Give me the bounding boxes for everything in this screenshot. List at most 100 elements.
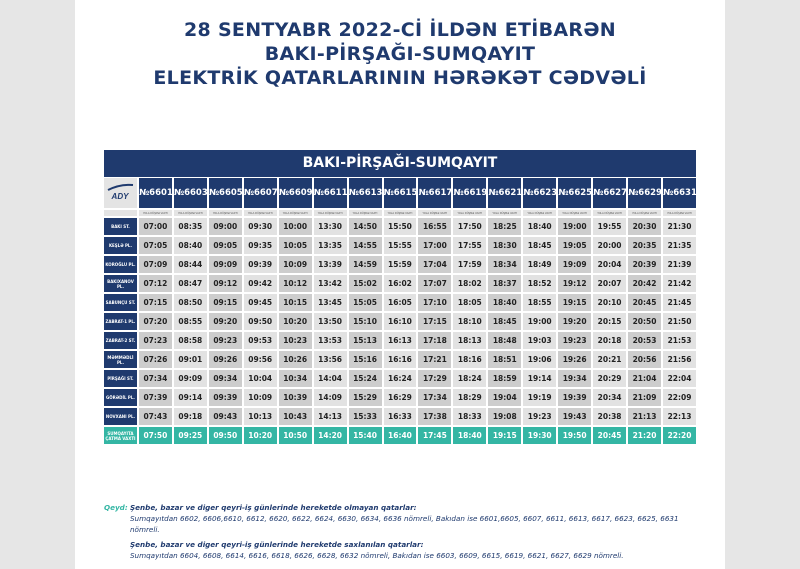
arrival-time: 10:50 bbox=[278, 427, 312, 444]
departure-time-label: YOLA DÜŞMƏ VAXTI bbox=[628, 210, 661, 216]
arrival-time: 20:45 bbox=[593, 427, 627, 444]
arrival-time: 16:40 bbox=[383, 427, 417, 444]
arrival-time: 10:20 bbox=[243, 427, 277, 444]
departure-time: 15:50 bbox=[383, 218, 417, 235]
departure-time-label: YOLA DÜŞMƏ VAXTI bbox=[138, 210, 172, 216]
departure-time: 07:20 bbox=[138, 313, 172, 330]
departure-time: 19:12 bbox=[558, 275, 592, 292]
departure-time-label: YOLA DÜŞMƏ VAXTI bbox=[243, 210, 277, 216]
departure-time: 15:29 bbox=[348, 389, 382, 406]
departure-time: 18:49 bbox=[523, 256, 557, 273]
departure-time: 09:42 bbox=[243, 275, 277, 292]
departure-time: 18:02 bbox=[453, 275, 487, 292]
departure-time: 19:04 bbox=[488, 389, 522, 406]
station-name: ZABRAT-2 ST. bbox=[104, 332, 137, 349]
departure-time: 09:05 bbox=[208, 237, 242, 254]
departure-time: 10:26 bbox=[278, 351, 312, 368]
station-row: ZABRAT-1 PL. 07:20 08:55 09:20 09:50 10:20 13:… bbox=[104, 313, 696, 330]
departure-time: 19:20 bbox=[558, 313, 592, 330]
notes-heading-1: Şenbe, bazar ve diger qeyri-iş günlerind… bbox=[130, 503, 417, 512]
train-number-header: №6623 bbox=[523, 178, 557, 208]
departure-time: 14:04 bbox=[313, 370, 347, 387]
departure-time: 10:39 bbox=[278, 389, 312, 406]
departure-time: 18:55 bbox=[523, 294, 557, 311]
departure-time: 17:34 bbox=[418, 389, 452, 406]
route-header: BAKI-PİRŞAĞI-SUMQAYIT bbox=[104, 150, 696, 177]
departure-time-label: YOLA DÜŞMƏ VAXTI bbox=[278, 210, 312, 216]
train-number-header: №6603 bbox=[173, 178, 208, 208]
departure-time: 15:33 bbox=[348, 408, 382, 425]
departure-time: 18:45 bbox=[523, 237, 557, 254]
departure-time: 18:33 bbox=[453, 408, 487, 425]
train-number-header: №6611 bbox=[313, 178, 348, 208]
departure-time: 18:30 bbox=[488, 237, 522, 254]
arrival-time: 09:50 bbox=[208, 427, 242, 444]
station-name: NOVXANI PL. bbox=[104, 408, 137, 425]
departure-time: 16:10 bbox=[383, 313, 417, 330]
departure-time: 13:39 bbox=[313, 256, 347, 273]
departure-time: 17:07 bbox=[418, 275, 452, 292]
departure-time: 07:00 bbox=[138, 218, 172, 235]
departure-time-label: YOLA DÜŞMƏ VAXTI bbox=[348, 210, 382, 216]
station-row: GÖRƏDİL PL. 07:39 09:14 09:39 10:09 10:39 14:0… bbox=[104, 389, 696, 406]
departure-time: 10:09 bbox=[278, 256, 312, 273]
title-line-2: BAKI-PİRŞAĞI-SUMQAYIT bbox=[264, 43, 536, 65]
departure-time: 21:30 bbox=[663, 218, 696, 235]
departure-time: 19:39 bbox=[558, 389, 592, 406]
departure-time: 20:21 bbox=[593, 351, 627, 368]
departure-time: 15:55 bbox=[383, 237, 417, 254]
departure-time: 16:13 bbox=[383, 332, 417, 349]
departure-time: 07:23 bbox=[138, 332, 172, 349]
train-number-header: №6621 bbox=[488, 178, 522, 208]
departure-time: 17:59 bbox=[453, 256, 487, 273]
departure-time: 17:04 bbox=[418, 256, 452, 273]
departure-time-label: YOLA DÜŞMƏ VAXTI bbox=[418, 210, 452, 216]
departure-time: 09:14 bbox=[173, 389, 207, 406]
departure-time: 18:37 bbox=[488, 275, 522, 292]
departure-time: 20:18 bbox=[593, 332, 627, 349]
station-row: BAKIXANOV PL. 07:12 08:47 09:12 09:42 10:12 13… bbox=[104, 275, 696, 292]
departure-time: 14:55 bbox=[348, 237, 382, 254]
departure-time-label: YOLA DÜŞMƏ VAXTI bbox=[558, 210, 592, 216]
departure-time: 19:23 bbox=[523, 408, 557, 425]
departure-time-label: YOLA DÜŞMƏ VAXTI bbox=[663, 210, 696, 216]
svg-text:ADY: ADY bbox=[111, 192, 130, 201]
departure-time: 20:50 bbox=[628, 313, 661, 330]
departure-time: 08:55 bbox=[173, 313, 207, 330]
departure-time: 18:52 bbox=[523, 275, 557, 292]
departure-time: 15:13 bbox=[348, 332, 382, 349]
departure-time: 17:21 bbox=[418, 351, 452, 368]
notes-text-2: Sumqayıtdan 6604, 6608, 6614, 6616, 6618… bbox=[130, 551, 624, 560]
departure-time: 19:23 bbox=[558, 332, 592, 349]
departure-time: 22:04 bbox=[663, 370, 696, 387]
title-line-1: 28 SENTYABR 2022-Cİ İLDƏN ETİBARƏN bbox=[183, 19, 616, 41]
departure-time: 07:26 bbox=[138, 351, 172, 368]
departure-time: 10:20 bbox=[278, 313, 312, 330]
departure-time: 20:39 bbox=[628, 256, 661, 273]
departure-time: 21:45 bbox=[663, 294, 696, 311]
notes-text-1: Sumqayıtdan 6602, 6606,6610, 6612, 6620,… bbox=[130, 514, 679, 534]
departure-time: 14:50 bbox=[348, 218, 382, 235]
departure-time: 20:04 bbox=[593, 256, 627, 273]
departure-time: 09:00 bbox=[208, 218, 242, 235]
departure-time: 18:45 bbox=[488, 313, 522, 330]
departure-time: 07:39 bbox=[138, 389, 172, 406]
station-row: MƏMMƏDLİ PL. 07:26 09:01 09:26 09:56 10:26 13:… bbox=[104, 351, 696, 368]
departure-time: 20:56 bbox=[628, 351, 661, 368]
departure-time: 09:50 bbox=[243, 313, 277, 330]
departure-time: 07:34 bbox=[138, 370, 172, 387]
departure-time: 18:59 bbox=[488, 370, 522, 387]
train-number-header: №6609 bbox=[278, 178, 313, 208]
departure-time: 15:59 bbox=[383, 256, 417, 273]
arrival-time: 19:50 bbox=[558, 427, 592, 444]
departure-time: 19:03 bbox=[523, 332, 557, 349]
departure-time: 08:58 bbox=[173, 332, 207, 349]
ady-logo: ADY bbox=[104, 178, 137, 208]
departure-time: 22:09 bbox=[663, 389, 696, 406]
train-number-header: №6601 bbox=[138, 178, 173, 208]
page-title: 28 SENTYABR 2022-Cİ İLDƏN ETİBARƏN BAKI-… bbox=[0, 18, 800, 90]
departure-time: 18:05 bbox=[453, 294, 487, 311]
notes: Qeyd: Şenbe, bazar ve diger qeyri-iş gün… bbox=[104, 502, 704, 561]
arrival-time: 18:40 bbox=[453, 427, 487, 444]
departure-time: 09:26 bbox=[208, 351, 242, 368]
